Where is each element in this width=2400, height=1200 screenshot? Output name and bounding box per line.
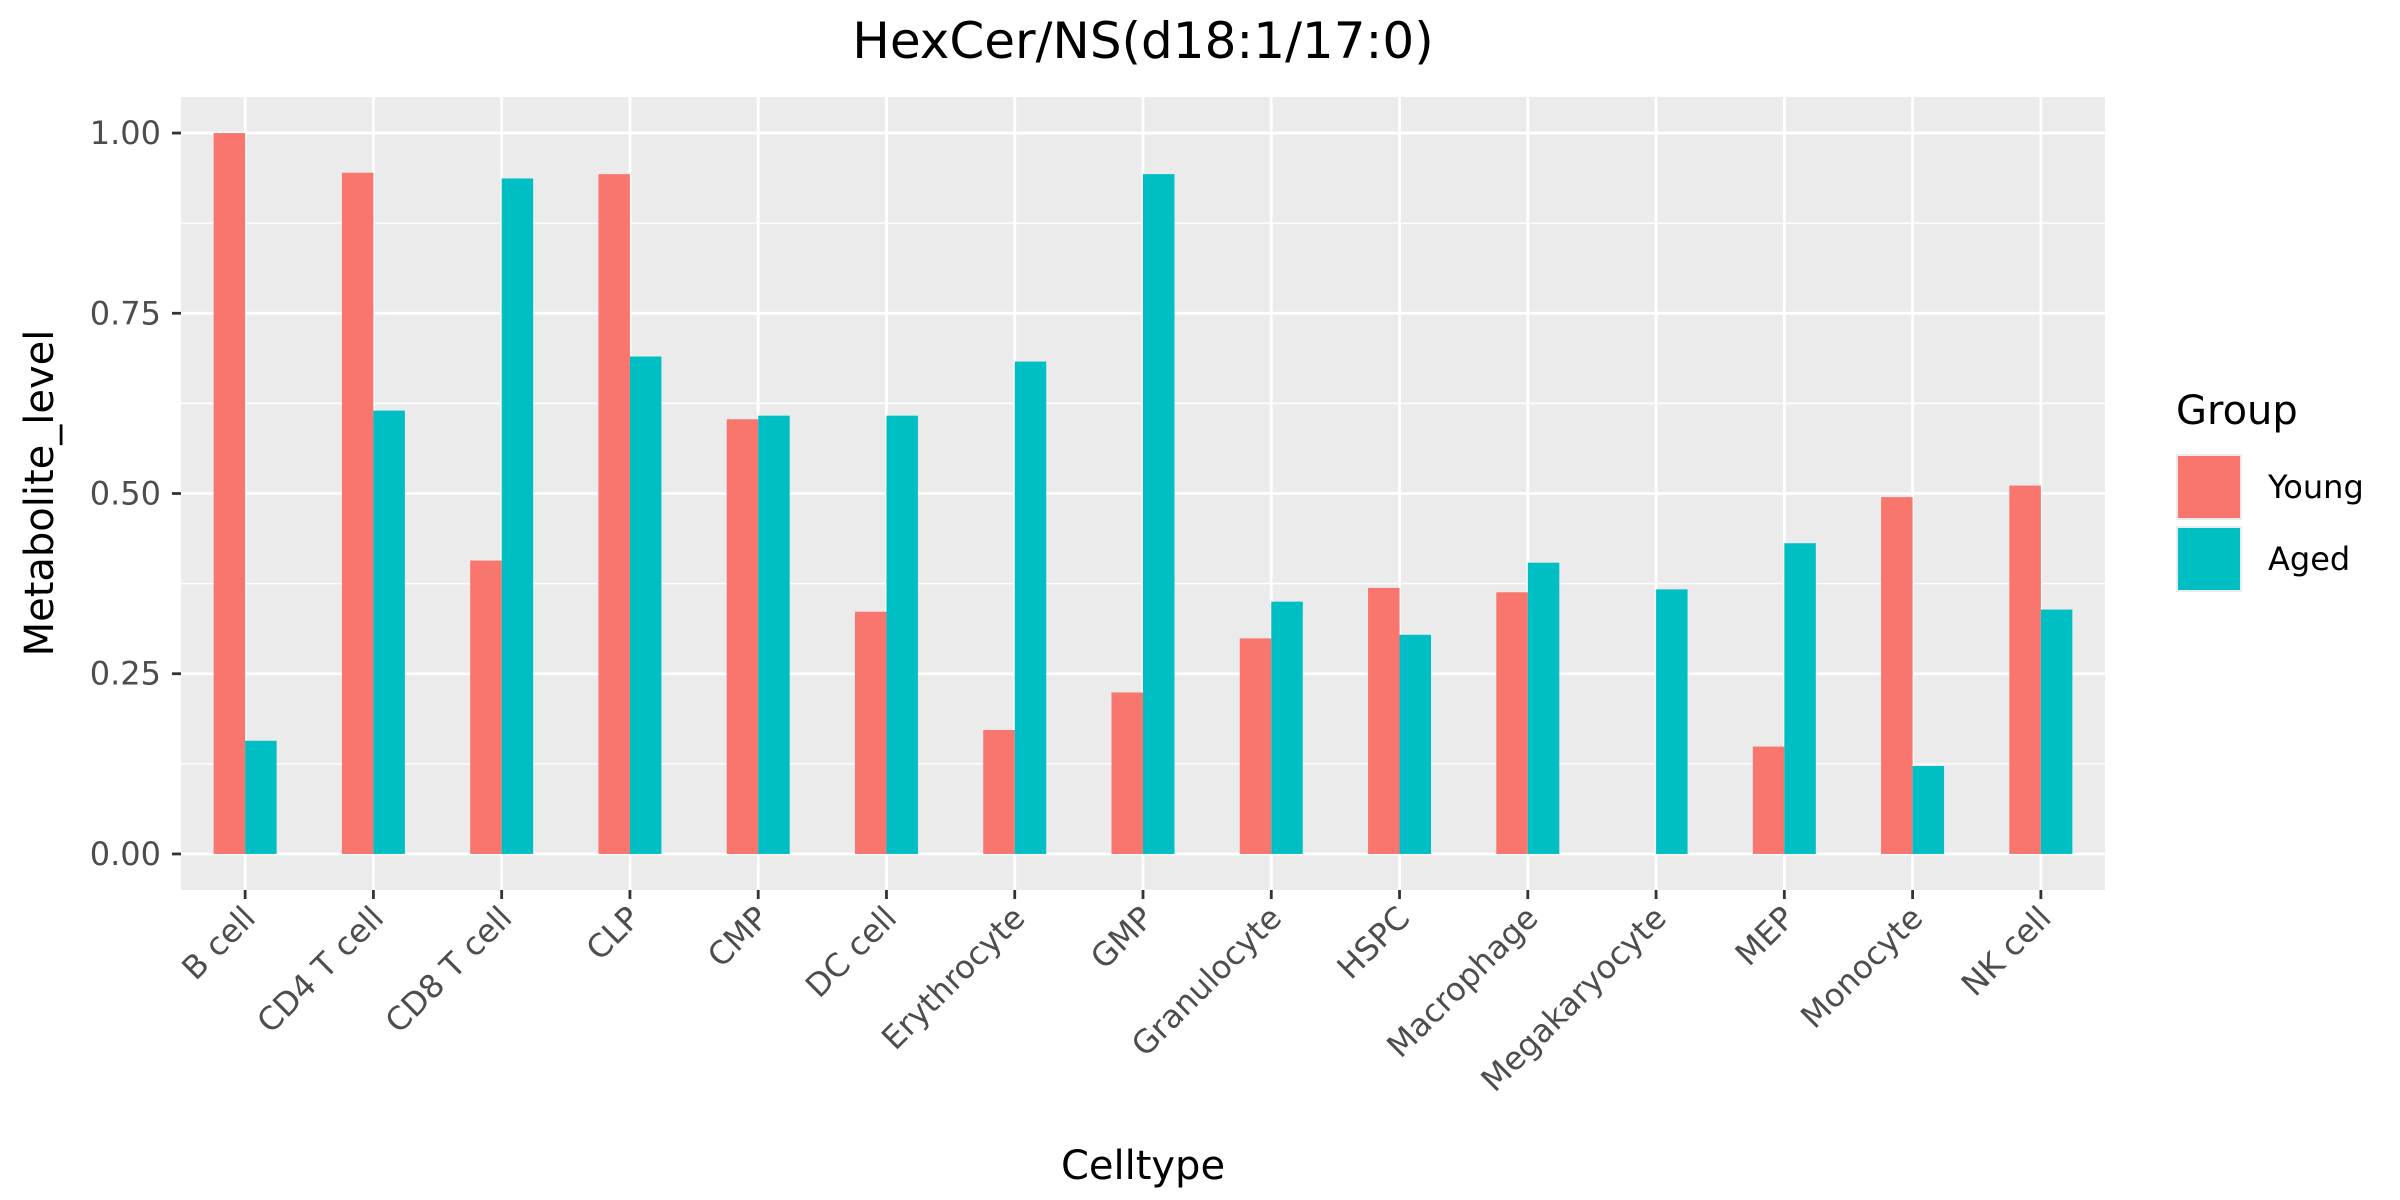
bar-young [1239, 638, 1272, 854]
legend-label-young: Young [2267, 468, 2364, 506]
bar-aged [501, 178, 534, 854]
bar-aged [629, 356, 662, 854]
x-tick-label: CMP [700, 899, 776, 975]
bar-aged [1912, 766, 1945, 854]
y-tick-label: 1.00 [90, 114, 161, 152]
bar-young [726, 419, 759, 854]
legend-key-young [2178, 456, 2240, 518]
bar-young [1752, 746, 1785, 854]
bar-aged [886, 415, 918, 854]
bar-aged [1143, 174, 1175, 854]
bar-aged [758, 415, 790, 854]
y-axis-title: Metabolite_level [17, 330, 63, 657]
bar-aged [1656, 589, 1688, 854]
x-tick-label: CD4 T cell [249, 899, 391, 1041]
x-tick-label: HSPC [1329, 899, 1417, 987]
bar-aged [1399, 634, 1432, 854]
y-tick-label: 0.75 [90, 294, 161, 332]
x-tick-label: CD8 T cell [378, 899, 520, 1041]
y-tick-label: 0.25 [90, 655, 161, 693]
legend-label-aged: Aged [2268, 540, 2350, 578]
bar-aged [1527, 562, 1560, 854]
bar-aged [245, 740, 277, 854]
bar-aged [1784, 543, 1816, 854]
bar-young [2009, 485, 2041, 854]
x-tick-label: GMP [1083, 899, 1161, 977]
chart-title: HexCer/NS(d18:1/17:0) [852, 12, 1433, 70]
bar-young [983, 729, 1015, 854]
bar-young [341, 172, 374, 854]
bar-young [598, 174, 630, 854]
legend-key-aged [2178, 528, 2240, 590]
bar-aged [1271, 601, 1303, 854]
bar-young [213, 133, 246, 854]
bar-young [470, 560, 502, 854]
bar-young [1881, 497, 1913, 854]
bar-young [1496, 592, 1528, 854]
bar-young [1111, 692, 1143, 854]
x-tick-label: CLP [579, 899, 648, 968]
bar-aged [373, 410, 405, 854]
x-tick-label: DC cell [798, 899, 904, 1005]
bar-young [1368, 587, 1400, 854]
bar-aged [1014, 361, 1047, 854]
y-tick-label: 0.00 [90, 835, 161, 873]
bar-young [854, 611, 887, 854]
legend: Group Young Aged [2176, 388, 2364, 592]
x-tick-label: NK cell [1954, 899, 2059, 1004]
y-axis: 0.00 0.25 0.50 0.75 1.00 [90, 114, 181, 873]
x-tick-label: MEP [1728, 899, 1802, 973]
y-tick-label: 0.50 [90, 475, 161, 513]
x-tick-label: Monocyte [1793, 899, 1930, 1036]
x-tick-label: B cell [174, 899, 263, 988]
legend-title: Group [2176, 388, 2298, 434]
bar-aged [2040, 609, 2073, 854]
bars [213, 133, 2073, 854]
x-axis-title: Celltype [1061, 1143, 1225, 1189]
